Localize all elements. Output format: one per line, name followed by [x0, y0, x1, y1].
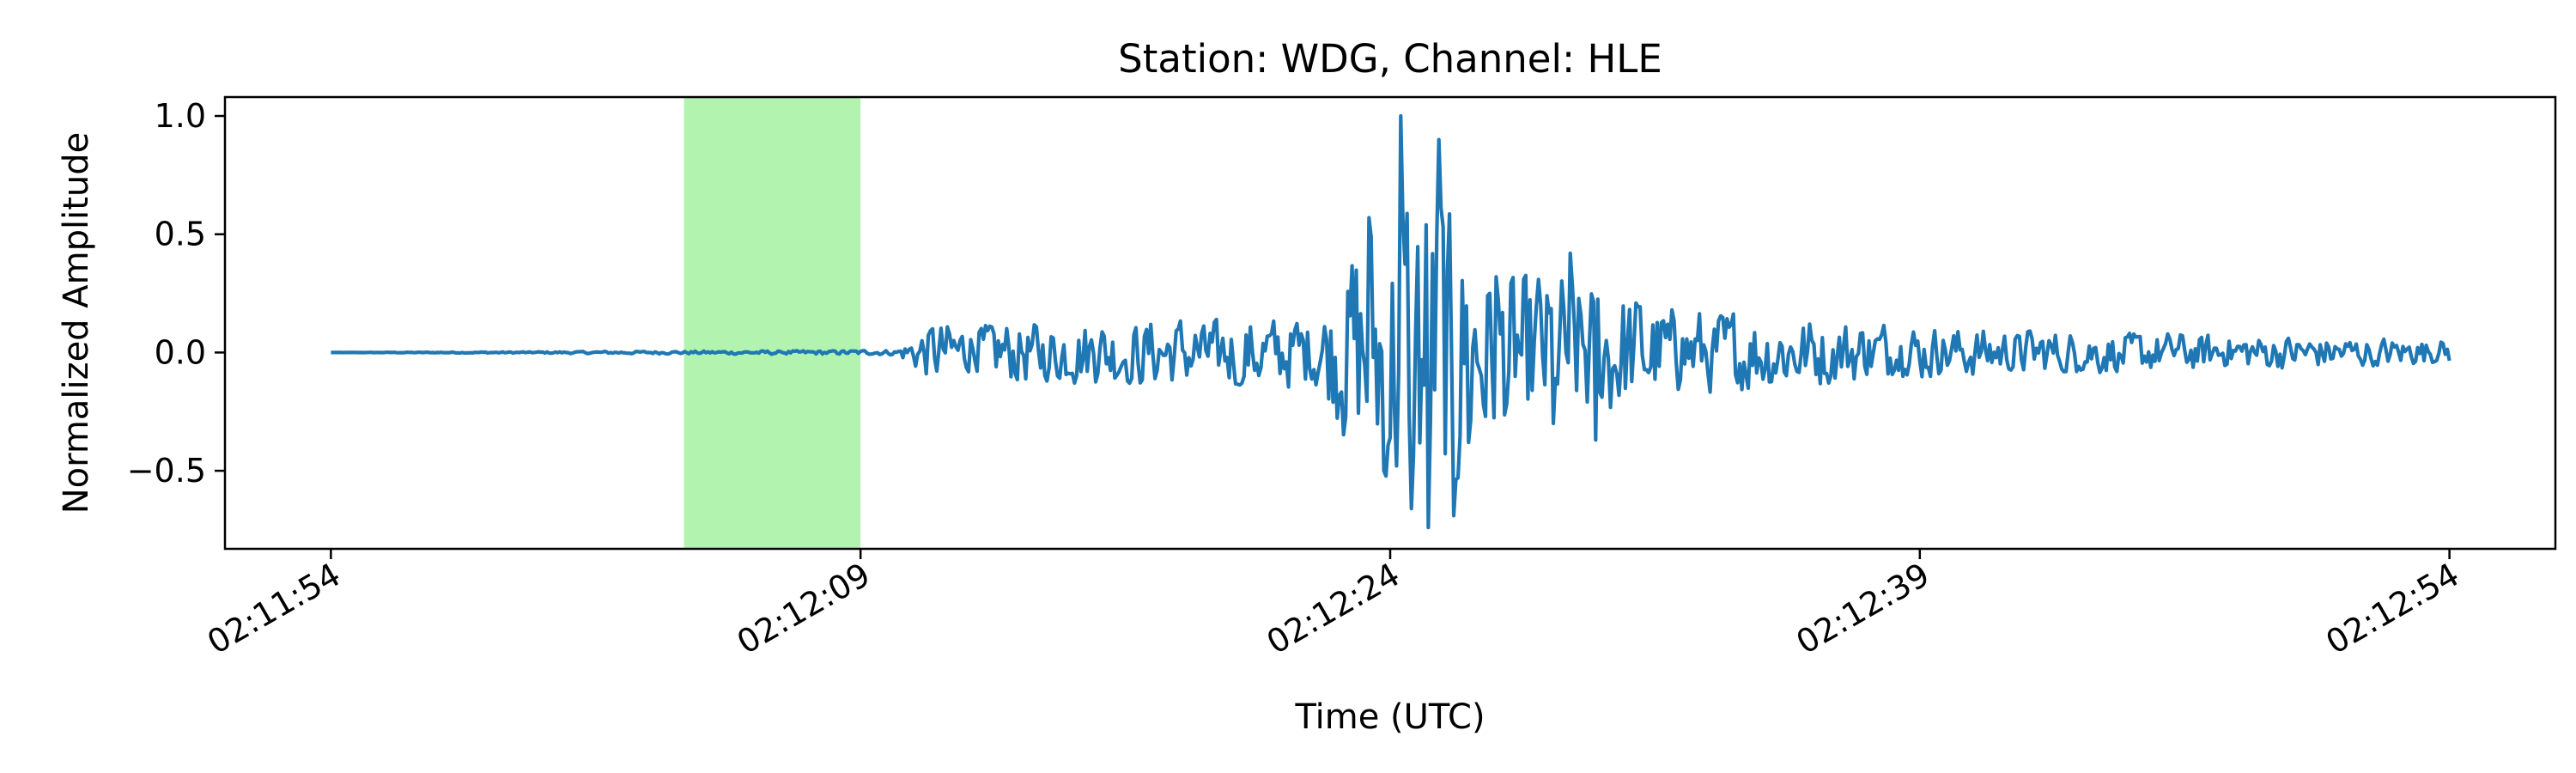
chart-title: Station: WDG, Channel: HLE	[1118, 36, 1662, 82]
highlight-layer	[683, 97, 861, 549]
x-axis-label: Time (UTC)	[1294, 697, 1485, 737]
waveform-line	[331, 113, 2451, 530]
y-axis: 1.0 0.5 0.0 −0.5	[127, 97, 225, 490]
y-tick-label: 0.0	[155, 333, 206, 371]
y-tick-label: −0.5	[127, 452, 206, 490]
highlight-window	[683, 97, 861, 549]
y-tick-label: 1.0	[155, 97, 206, 135]
y-tick-label: 0.5	[155, 216, 206, 253]
series-layer	[331, 113, 2451, 530]
y-axis-label: Normalized Amplitude	[57, 132, 96, 514]
